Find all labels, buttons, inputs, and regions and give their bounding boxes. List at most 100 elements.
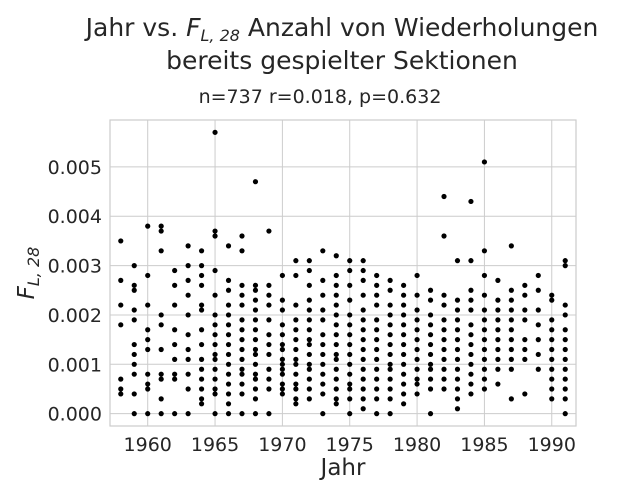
data-point (212, 322, 218, 328)
data-point (535, 366, 541, 372)
data-point (441, 233, 447, 239)
data-point (172, 371, 178, 377)
data-point (279, 322, 285, 328)
data-point (387, 376, 393, 382)
data-point (320, 277, 326, 283)
data-point (414, 346, 420, 353)
data-point (279, 361, 285, 367)
x-tick-label: 1980 (393, 434, 441, 456)
data-point (333, 396, 339, 402)
data-point (441, 356, 447, 362)
data-point (454, 386, 461, 392)
data-point (252, 317, 259, 323)
data-point (225, 381, 232, 387)
data-point (414, 366, 420, 372)
data-point (414, 307, 420, 313)
data-point (468, 371, 474, 377)
data-point (225, 243, 232, 249)
data-point (522, 307, 528, 313)
data-point (145, 371, 151, 377)
data-point (279, 307, 285, 313)
data-point (441, 302, 447, 308)
data-point (239, 317, 245, 323)
data-point (468, 198, 474, 205)
data-point (427, 376, 434, 382)
data-point (333, 341, 339, 348)
data-point (481, 366, 488, 372)
data-point (495, 366, 501, 372)
data-point (118, 322, 124, 328)
data-point (495, 327, 501, 333)
data-point (441, 386, 447, 392)
data-point (481, 337, 488, 343)
data-point (387, 312, 393, 318)
data-point (118, 302, 124, 308)
data-point (441, 346, 447, 353)
data-point (185, 277, 191, 283)
data-point (427, 341, 434, 348)
data-point (172, 411, 178, 417)
data-point (522, 282, 528, 288)
data-point (481, 248, 488, 254)
data-point (266, 366, 272, 372)
data-point (225, 341, 232, 348)
data-point (225, 411, 232, 417)
data-point (481, 327, 488, 333)
data-point (468, 297, 474, 303)
data-point (212, 228, 218, 234)
data-point (360, 307, 366, 313)
y-axis-label: FL, 28 (14, 247, 43, 300)
data-point (535, 322, 541, 328)
data-point (481, 292, 488, 298)
data-point (279, 332, 285, 338)
data-point (562, 263, 568, 269)
data-point (535, 272, 541, 279)
data-point (131, 263, 137, 269)
data-point (427, 386, 434, 392)
data-point (131, 351, 137, 358)
chart-subtitle: n=737 r=0.018, p=0.632 (199, 86, 442, 108)
data-point (562, 346, 568, 353)
data-point (360, 267, 366, 274)
data-point (131, 287, 137, 293)
data-point (252, 376, 259, 382)
data-point (158, 312, 164, 318)
data-point (118, 391, 124, 397)
data-point (118, 238, 124, 244)
data-point (333, 401, 339, 407)
data-point (320, 351, 326, 358)
data-point (198, 327, 205, 333)
data-point (562, 302, 568, 308)
data-point (185, 332, 191, 338)
data-point (522, 337, 528, 343)
data-point (158, 411, 164, 417)
data-point (454, 376, 461, 382)
data-point (535, 287, 541, 293)
data-point (293, 361, 299, 367)
data-point (185, 371, 191, 377)
data-point (212, 366, 218, 372)
data-point (306, 337, 312, 343)
data-point (293, 401, 299, 407)
data-point (293, 386, 299, 392)
data-point (535, 337, 541, 343)
data-point (198, 248, 205, 254)
data-point (252, 327, 259, 333)
data-point (508, 356, 514, 362)
data-point (145, 327, 151, 333)
data-point (172, 327, 178, 333)
data-point (306, 317, 312, 323)
data-point (252, 282, 259, 288)
data-point (266, 228, 272, 234)
data-point (306, 386, 312, 392)
data-point (454, 346, 461, 353)
data-point (320, 361, 326, 367)
data-point (118, 277, 124, 283)
data-point (333, 322, 339, 328)
data-point (401, 312, 407, 318)
data-point (158, 228, 164, 234)
data-point (414, 327, 420, 333)
data-point (522, 356, 528, 362)
data-point (562, 411, 568, 417)
data-point (468, 391, 474, 397)
